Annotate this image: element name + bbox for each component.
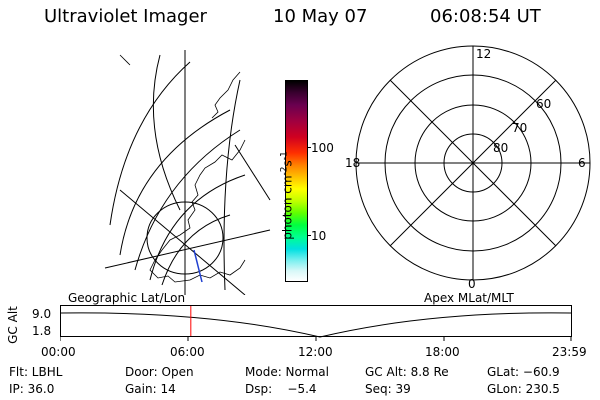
timeline-ytick-9: 9.0 [32,307,52,321]
info-flt: Flt: LBHL [9,365,63,379]
polar-label-12: 12 [476,47,491,61]
map-arc [161,214,231,286]
instrument-title: Ultraviolet Imager [44,6,207,27]
map-arc [134,129,241,271]
info-gain: Gain: 14 [125,382,176,396]
timeline-xtick-2359: 23:59 [552,345,587,359]
lat-label-60: 60 [536,97,551,111]
timeline-right-title: Apex MLat/MLT [424,291,514,305]
altitude-curve [60,312,572,338]
map-arc [223,79,241,291]
colorbar [285,80,308,282]
map-line [234,144,271,201]
info-mode: Mode: Normal [245,365,329,379]
time-label: 06:08:54 UT [430,6,541,27]
geographic-map [104,50,271,295]
colorbar-tick-mark [307,235,311,236]
map-arc [149,174,246,281]
map-line [119,54,131,66]
polar-label-6: 6 [578,156,586,170]
colorbar-unit-label: photon cm-2s-1 [279,151,295,240]
timeline-frame [60,305,572,337]
date-label: 10 May 07 [273,6,368,27]
timeline-xtick-1800: 18:00 [425,345,460,359]
polar-label-18: 18 [345,156,360,170]
timeline-plot [60,305,572,341]
polar-diagonal [389,79,557,247]
info-door: Door: Open [125,365,194,379]
info-glon: GLon: 230.5 [487,382,560,396]
info-dsp: Dsp: −5.4 [245,382,317,396]
timeline-ytick-1-8: 1.8 [32,324,52,338]
map-arc [119,109,231,256]
info-ip: IP: 36.0 [9,382,55,396]
timeline-xtick-0000: 00:00 [41,345,76,359]
colorbar-tick-mark [307,147,311,148]
info-gc-alt: GC Alt: 8.8 Re [365,365,449,379]
polar-plot: 12 18 6 0 60 70 80 [345,45,591,291]
timeline-left-title: Geographic Lat/Lon [68,291,186,305]
map-arc [152,54,181,211]
timeline-ylabel: GC Alt [6,306,20,344]
lat-label-80: 80 [493,141,508,155]
map-line [119,189,246,295]
coastline [149,139,246,283]
map-parallel [104,229,271,269]
info-seq: Seq: 39 [365,382,411,396]
map-arc [109,61,191,226]
info-glat: GLat: −60.9 [487,365,560,379]
colorbar-tick-10: 10 [311,229,327,243]
polar-label-0: 0 [468,277,476,291]
timeline-xtick-1200: 12:00 [298,345,333,359]
timeline-xtick-0600: 06:00 [170,345,205,359]
orbit-track [193,249,203,283]
coastline [211,71,241,119]
colorbar-tick-100: 100 [311,141,334,155]
lat-label-70: 70 [512,121,527,135]
